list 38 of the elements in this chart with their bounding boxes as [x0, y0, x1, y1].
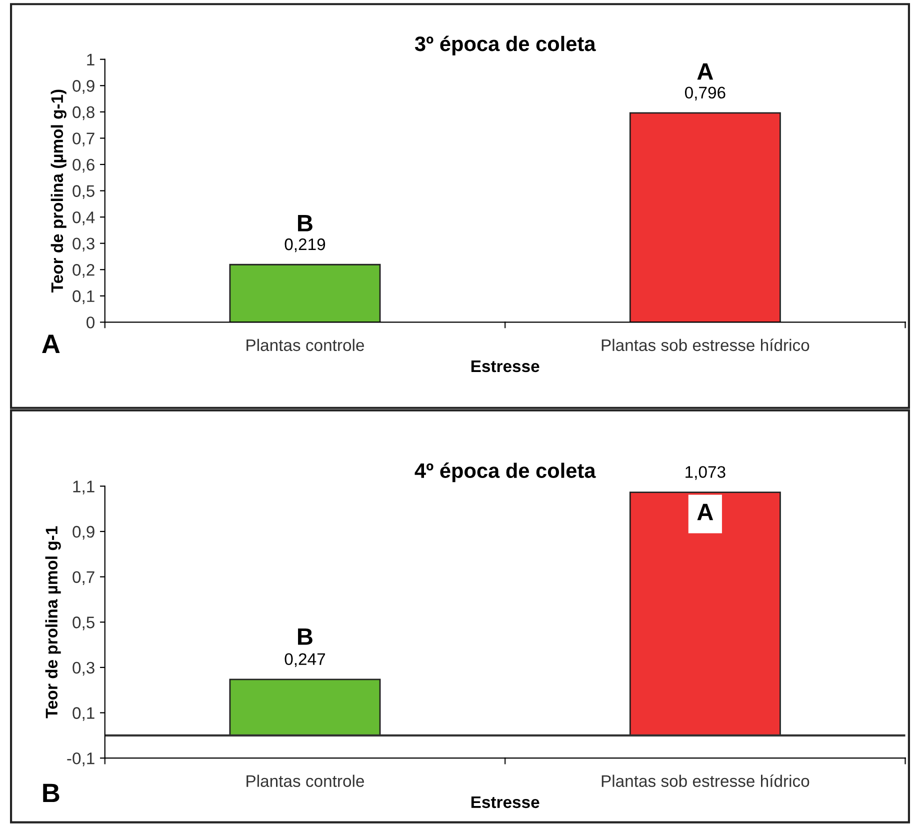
y-tick-label: 0,9 [72, 80, 94, 94]
chart-title: 4º época de coleta [414, 462, 596, 482]
x-axis-title: Estresse [471, 796, 540, 808]
data-label: 0,219 [284, 238, 326, 252]
x-axis-title: Estresse [471, 360, 540, 372]
x-tick-label: Plantas controle [246, 338, 364, 352]
y-tick-label: 0,6 [72, 158, 94, 173]
y-tick-label: 0,9 [72, 526, 94, 540]
text: B [43, 784, 60, 802]
y-tick-label: 0,3 [72, 238, 94, 252]
y-tick-label: 0,5 [72, 185, 94, 199]
y-axis-title: Teor de prolina (µmol g-1) [50, 90, 66, 292]
annotation: B [298, 628, 312, 645]
y-tick-label: 0,1 [72, 290, 94, 304]
y-tick-label: 1,1 [73, 480, 94, 494]
data-label: 1,073 [686, 466, 726, 480]
x-tick-label: Plantas sob estresse hídrico [602, 774, 810, 787]
y-tick-label: -0,1 [67, 752, 94, 766]
y-tick-label: 0,7 [72, 132, 94, 146]
data-label: 0,247 [284, 653, 325, 668]
text: A [42, 334, 60, 353]
y-tick-label: 0 [86, 316, 95, 328]
y-tick-label: 0,2 [72, 264, 94, 278]
y-axis-title: Teor de prolina µmol g-1 [45, 526, 61, 718]
chart-title: 3º época de coleta [414, 36, 596, 56]
annotation: B [298, 215, 312, 232]
annotation: A [697, 63, 714, 80]
data-label: 0,796 [684, 86, 726, 101]
y-tick-label: 0,4 [72, 211, 95, 226]
y-tick-label: 0,8 [72, 106, 94, 120]
y-tick-label: 0,7 [72, 571, 94, 585]
annotation: A [697, 504, 714, 520]
x-tick-label: Plantas controle [246, 774, 364, 787]
y-tick-label: 0,5 [72, 616, 94, 630]
y-tick-label: 0,3 [72, 662, 94, 676]
y-tick-label: 0,1 [72, 707, 94, 721]
x-tick-label: Plantas sob estresse hídrico [602, 338, 810, 352]
y-tick-label: 1 [87, 54, 94, 66]
